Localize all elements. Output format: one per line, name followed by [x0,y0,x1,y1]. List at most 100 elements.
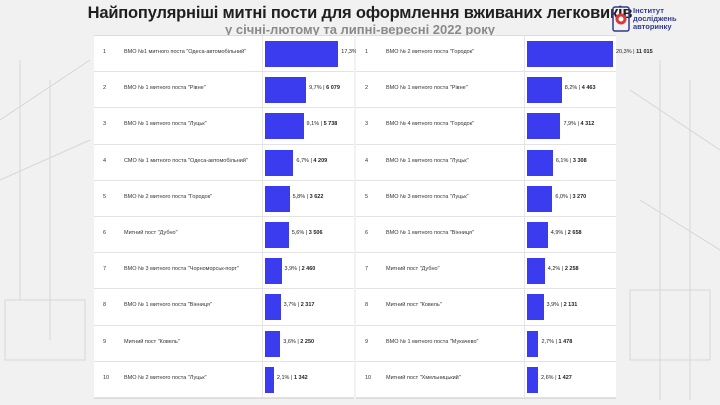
bar [527,330,539,357]
rank-number: 6 [365,230,369,236]
table-row: 3 ВМО № 1 митного поста "Луцьк" 9,1% | 5 7… [94,108,354,145]
table-row: 7 ВМО № 3 митного поста "Чорноморськ-порт… [94,253,354,290]
bar-value-label: 3,7% | 2 317 [284,302,315,308]
bar-value-label: 20,3% | 11 015 [616,49,653,55]
bar [527,366,538,393]
share-percent: 6,7% [296,157,309,164]
car-count: 11 015 [636,49,653,55]
customs-post-name: ВМО № 2 митного поста "Городок" [124,193,213,200]
logo-line-1: Інститут [633,6,664,15]
value-separator: | [576,121,581,128]
bar-value-label: 9,1% | 5 738 [307,121,338,127]
share-percent: 2,6% [541,374,554,381]
column-divider [262,72,263,108]
car-count: 1 478 [558,338,573,345]
share-percent: 6,1% [555,157,569,164]
share-percent: 9,7% [309,85,322,92]
rank-number: 5 [365,193,369,200]
column-divider [524,253,525,289]
bar-value-label: 2,1% | 1 342 [277,375,308,381]
bar-value-label: 6,7% | 4 209 [296,158,327,164]
bar [265,294,281,321]
value-separator: | [568,157,573,164]
rank-number: 2 [103,85,107,92]
customs-post-name: ВМО № 2 митного поста "Луцьк" [124,374,207,381]
value-separator: | [289,374,294,381]
bar [527,258,545,285]
customs-post-name: ВМО № 2 митного поста "Городок" [386,49,475,55]
share-percent: 17,3% [341,49,357,55]
logo-text: Інститут досліджень авторинку [633,6,713,32]
bar [265,366,274,393]
bar [265,222,289,248]
column-divider [524,108,525,144]
bar-value-label: 4,2% | 2 258 [548,266,579,272]
bar [527,294,544,321]
share-percent: 5,6% [291,230,305,236]
customs-post-name: ВМО № 1 митного поста "Луцьк" [124,121,207,128]
bar-value-label: 4,9% | 2 658 [551,230,582,236]
table-row: 1 ВМО №1 митного поста "Одеса-автомобільн… [94,36,378,73]
bar-value-label: 7,9% | 4 312 [563,121,594,127]
value-separator: | [305,193,310,200]
rank-number: 7 [365,266,369,273]
bar-value-label: 5,6% | 3 506 [292,230,323,236]
bar [265,185,290,212]
table-row: 4 ВМО № 1 митного поста "Луцьк" 6,1% | 3 3… [356,144,616,181]
car-count: 2 258 [564,266,579,273]
column-divider [524,289,525,325]
customs-post-name: ВМО № 1 митного поста "Рівне" [124,85,206,92]
logo-line-3: авторинку [633,22,672,32]
customs-post-name: Митний пост "Дубно" [124,230,178,236]
value-separator: | [304,230,309,236]
page-subtitle: у січні-лютому та липні-вересні 2022 рок… [225,22,495,37]
share-percent: 3,6% [283,338,296,345]
table-row: 8 Митний пост "Ковель" 3,9% | 2 131 [356,289,616,326]
table-row: 1 ВМО № 2 митного поста "Городок" 20,3% | … [356,36,653,73]
bar [265,77,307,104]
bar-value-label: 3,9% | 2 131 [547,302,578,308]
car-count: 2 250 [300,338,315,345]
customs-post-name: ВМО № 1 митного поста "Мукачево" [386,338,479,345]
bar-value-label: 3,6% | 2 250 [283,339,314,345]
value-separator: | [319,121,324,128]
value-separator: | [296,302,301,309]
bar [265,258,282,285]
column-divider [262,180,263,216]
car-count: 1 427 [558,374,572,381]
table-row: 5 ВМО № 3 митного поста "Луцьк" 6,0% | 3 2… [356,180,616,217]
customs-post-name: Митний пост "Хмельницький" [386,374,461,381]
rank-number: 2 [365,85,369,92]
column-divider [262,253,263,289]
share-percent: 7,9% [563,121,576,128]
bar [527,113,561,140]
column-divider [524,325,525,361]
rank-number: 3 [103,121,107,128]
share-percent: 3,9% [546,302,560,309]
value-separator: | [577,85,582,92]
table-row: 3 ВМО № 4 митного поста "Городок" 7,9% | 4… [356,108,616,145]
bar [527,77,562,104]
share-percent: 2,1% [276,374,290,381]
share-percent: 4,9% [550,230,564,236]
share-percent: 5,8% [292,193,306,200]
table-row: 10 Митний пост "Хмельницький" 2,6% | 1 427 [356,361,616,398]
bar [265,330,281,357]
table-row: 9 Митний пост "Ковель" 3,6% | 2 250 [94,325,354,362]
table-row: 2 ВМО № 1 митного поста "Рівне" 9,7% | 6 0… [94,72,354,109]
rank-number: 9 [365,338,369,345]
rank-number: 10 [365,374,372,381]
car-count: 4 209 [313,157,328,164]
column-divider [262,325,263,361]
logo: Інститут досліджень авторинку [612,6,712,32]
value-separator: | [559,302,564,309]
car-count: 6 079 [326,85,340,92]
customs-post-name: ВМО № 1 митного поста "Луцьк" [386,157,469,164]
car-count: 2 317 [300,302,315,309]
share-percent: 6,0% [555,193,568,200]
customs-post-name: Митний пост "Ковель" [124,338,180,345]
customs-post-name: СМО № 1 митного поста "Одеса-автомобільн… [124,157,248,164]
value-separator: | [631,49,637,55]
rank-number: 1 [365,49,369,55]
